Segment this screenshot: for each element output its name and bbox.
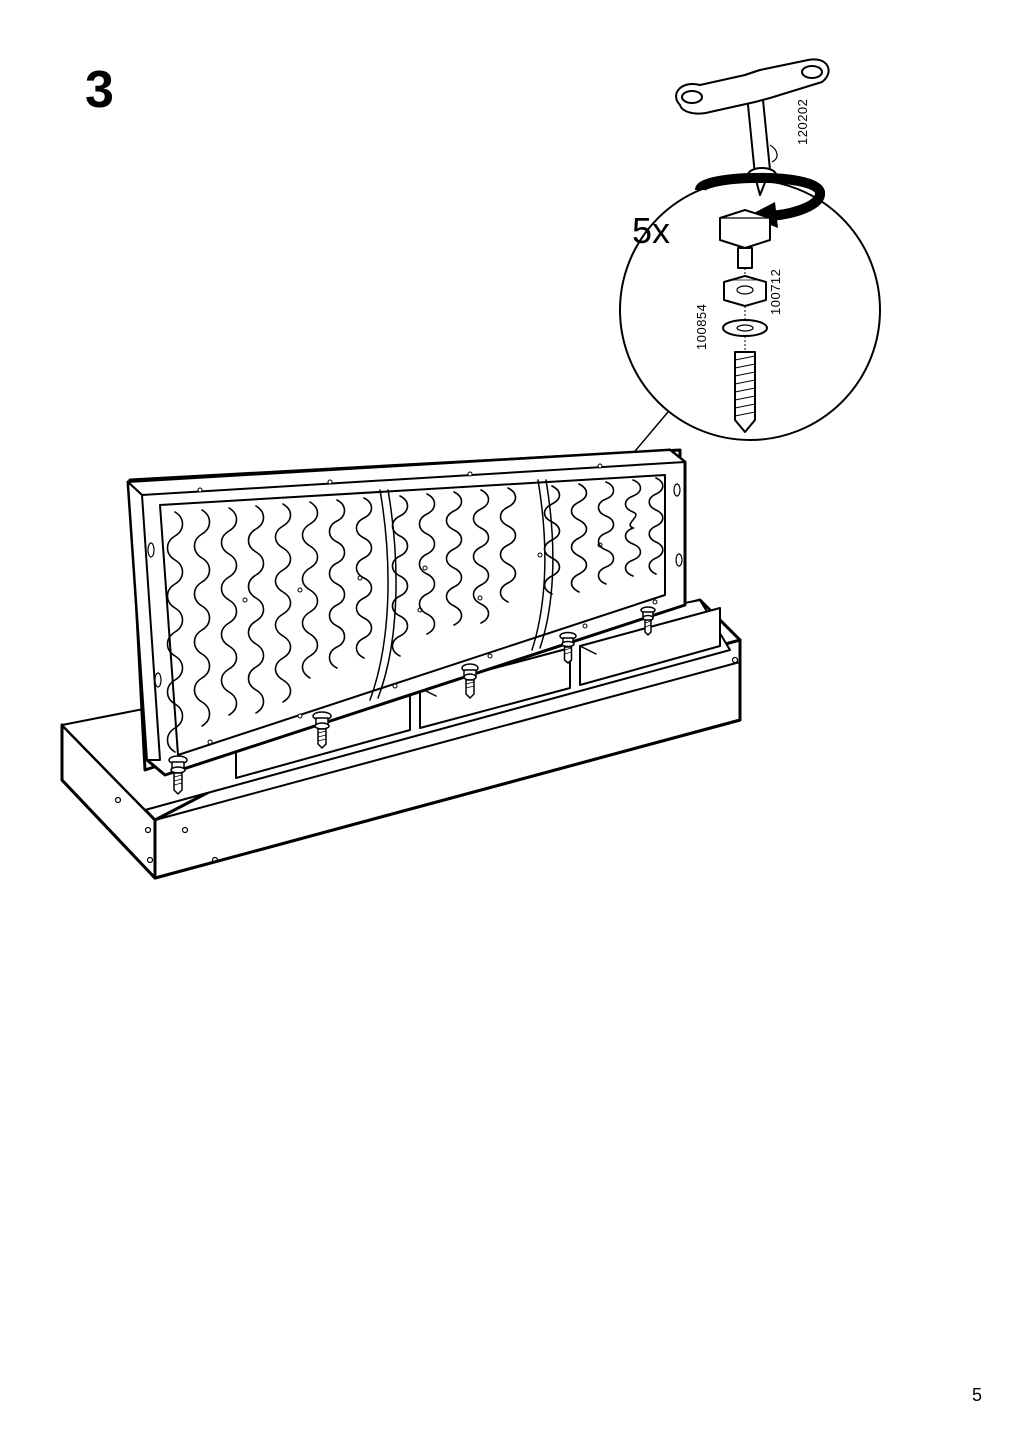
part-number-100854: 100854 bbox=[694, 304, 709, 350]
assembly-illustration bbox=[0, 0, 1012, 1432]
page-number: 5 bbox=[972, 1385, 982, 1406]
hardware-stack-icon bbox=[720, 210, 770, 432]
part-number-120202: 120202 bbox=[795, 99, 810, 145]
quantity-label: 5x bbox=[632, 210, 670, 252]
part-number-100712: 100712 bbox=[768, 269, 783, 315]
